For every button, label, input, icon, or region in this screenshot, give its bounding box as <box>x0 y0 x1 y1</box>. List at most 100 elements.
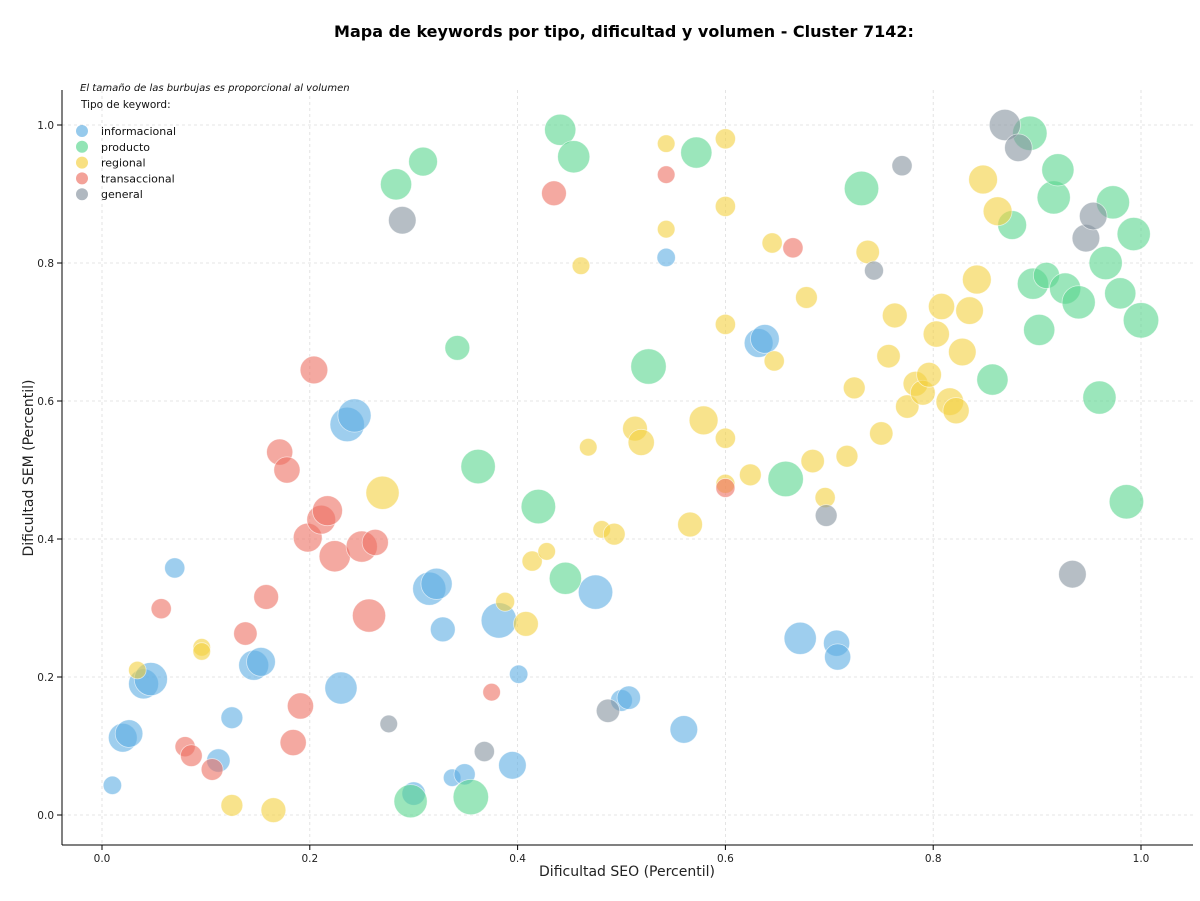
bubble-producto <box>444 335 471 361</box>
bubble-producto <box>557 140 591 174</box>
legend-marker-general <box>76 188 88 201</box>
bubble-producto <box>548 561 582 595</box>
y-tick-label: 0.0 <box>37 810 54 822</box>
bubble-informacional <box>669 715 699 744</box>
bubble-regional <box>656 134 676 153</box>
legend-marker-transaccional <box>76 172 88 185</box>
bubble-regional <box>922 320 950 348</box>
bubble-transaccional <box>715 478 736 498</box>
bubble-producto <box>1061 285 1096 320</box>
bubble-regional <box>928 292 956 320</box>
y-tick-label: 0.6 <box>37 396 54 408</box>
bubble-transaccional <box>361 528 389 556</box>
bubble-transaccional <box>180 744 203 767</box>
bubble-regional <box>955 296 984 325</box>
bubble-transaccional <box>233 621 258 646</box>
bubble-regional <box>365 475 400 510</box>
bubble-producto <box>1082 380 1117 415</box>
bubble-general <box>1058 559 1087 589</box>
bubble-regional <box>688 405 719 436</box>
bubble-regional <box>627 428 655 456</box>
bubble-transaccional <box>299 355 329 385</box>
bubble-regional <box>677 511 703 538</box>
bubble-producto <box>520 488 556 525</box>
bubble-regional <box>495 591 516 612</box>
bubble-informacional <box>164 557 186 579</box>
bubble-regional <box>513 611 539 637</box>
y-axis-ticks: 0.0 0.2 0.4 0.6 0.8 1.0 <box>37 120 62 822</box>
bubble-producto <box>452 778 489 816</box>
bubble-producto <box>1036 180 1071 215</box>
bubble-informacional <box>783 621 817 655</box>
bubble-regional <box>220 794 244 817</box>
bubble-regional <box>842 376 866 400</box>
x-tick-label: 0.4 <box>509 853 526 865</box>
bubble-producto <box>1088 245 1123 280</box>
legend-label-general: general <box>101 188 143 201</box>
bubble-transaccional <box>286 692 314 720</box>
bubble-producto <box>393 784 428 819</box>
bubble-informacional <box>324 671 358 705</box>
bubble-producto <box>1108 484 1145 520</box>
bubble-producto <box>1116 217 1151 252</box>
bubble-regional <box>714 128 736 150</box>
legend-marker-informacional <box>76 125 88 137</box>
bubble-producto <box>976 363 1009 396</box>
bubble-general <box>595 698 621 723</box>
bubble-regional <box>714 195 736 217</box>
legend-marker-producto <box>76 140 88 153</box>
y-tick-label: 1.0 <box>37 120 54 132</box>
x-axis-label: Dificultad SEO (Percentil) <box>539 864 715 880</box>
bubble-transaccional <box>200 758 224 781</box>
legend-label-producto: producto <box>101 141 150 154</box>
series-general <box>379 109 1108 763</box>
bubble-regional <box>962 264 992 295</box>
bubble-regional <box>579 438 598 457</box>
x-tick-label: 0.8 <box>925 853 942 865</box>
series-transaccional <box>150 165 804 781</box>
bubble-regional <box>714 427 736 449</box>
bubble-transaccional <box>782 237 804 259</box>
legend-label-regional: regional <box>101 157 146 170</box>
y-tick-label: 0.8 <box>37 258 54 270</box>
bubble-regional <box>800 448 825 474</box>
y-tick-label: 0.2 <box>37 672 54 684</box>
legend: informacional producto regional transaccion… <box>76 125 176 201</box>
bubble-regional <box>537 542 556 561</box>
bubble-informacional <box>750 324 780 354</box>
bubble-general <box>379 714 398 734</box>
series-regional <box>128 128 1013 823</box>
bubble-informacional <box>420 567 453 600</box>
x-tick-label: 0.6 <box>717 853 734 865</box>
legend-title: Tipo de keyword: <box>80 99 171 111</box>
bubble-informacional <box>220 706 244 730</box>
bubble-producto <box>680 136 713 169</box>
bubble-regional <box>260 797 287 823</box>
bubble-informacional <box>429 616 456 643</box>
bubble-informacional <box>616 685 641 710</box>
bubble-regional <box>602 522 626 546</box>
bubble-producto <box>1023 313 1056 346</box>
size-note: El tamaño de las burbujas es proporciona… <box>80 83 350 94</box>
bubble-regional <box>763 350 785 372</box>
bubble-informacional <box>656 247 676 268</box>
bubble-regional <box>916 361 942 388</box>
bubble-producto <box>408 146 438 177</box>
y-tick-label: 0.4 <box>37 534 54 546</box>
y-axis-label: Dificultad SEM (Percentil) <box>21 380 37 557</box>
bubble-informacional <box>577 574 614 610</box>
bubble-informacional <box>246 647 276 677</box>
bubble-regional <box>521 550 543 572</box>
x-tick-label: 0.2 <box>301 853 318 865</box>
bubble-regional <box>192 642 211 661</box>
bubble-general <box>891 155 913 177</box>
bubble-regional <box>795 286 818 309</box>
bubble-regional <box>968 164 998 195</box>
bubble-regional <box>571 256 591 275</box>
bubble-transaccional <box>273 456 301 484</box>
bubble-transaccional <box>656 165 676 184</box>
bubble-general <box>1079 201 1108 231</box>
grid-lines <box>62 90 1193 845</box>
legend-label-informacional: informacional <box>101 125 176 138</box>
